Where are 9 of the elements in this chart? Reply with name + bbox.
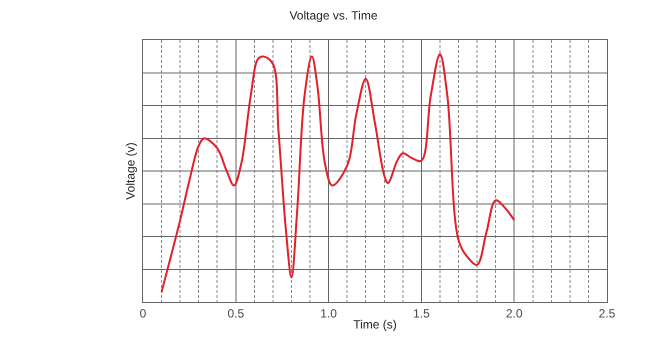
x-axis-title: Time (s)	[353, 317, 397, 332]
chart-title: Voltage vs. Time	[289, 8, 378, 23]
y-axis-title: Voltage (v)	[123, 142, 138, 200]
x-tick-label: 0	[140, 306, 147, 320]
x-tick-label: 2.5	[598, 306, 616, 320]
x-tick-label: 1.5	[413, 306, 430, 320]
x-tick-label: 2.0	[506, 306, 523, 320]
x-tick-label: 0.5	[227, 306, 244, 320]
x-tick-label: 1.0	[320, 306, 338, 320]
